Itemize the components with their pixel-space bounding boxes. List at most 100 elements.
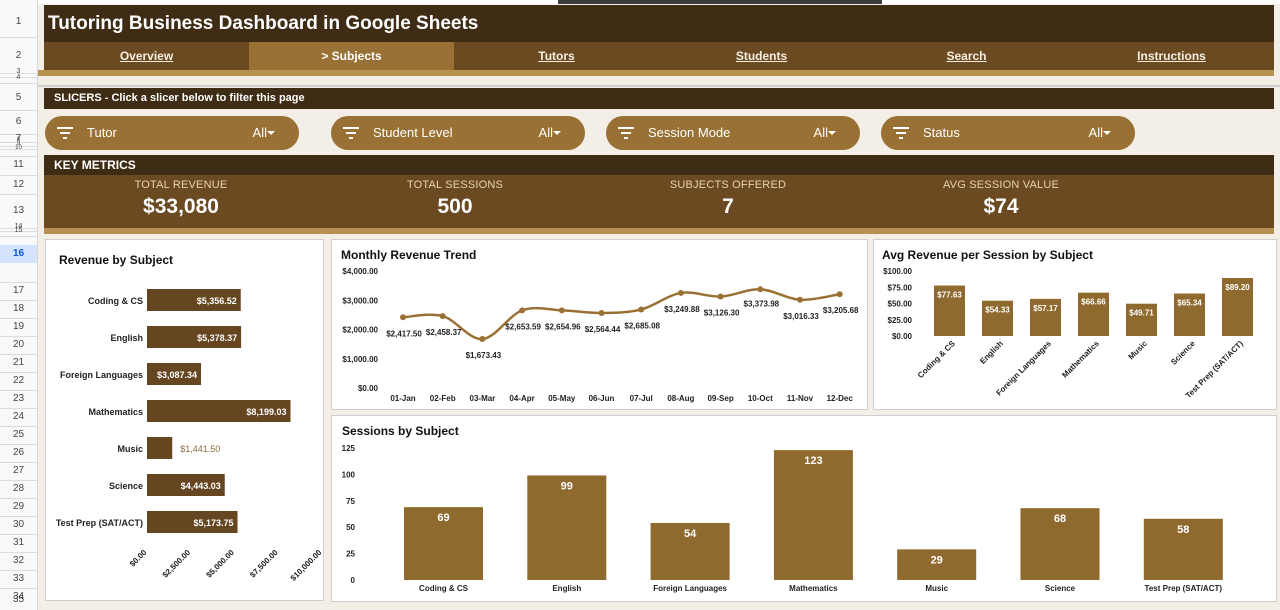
row-number[interactable]: 12 [12,179,25,190]
row-number[interactable]: 28 [12,483,25,494]
row-number[interactable]: 31 [12,537,25,548]
data-label: $65.34 [1177,299,1202,308]
row-number[interactable]: 11 [13,159,24,170]
y-tick-label: 25 [346,550,355,559]
tab-subjects[interactable]: > Subjects [249,42,454,70]
category-label: Science [1169,339,1197,367]
row-number[interactable]: 10 [15,145,22,151]
row-number[interactable]: 15 [14,227,23,234]
metric-total-revenue: TOTAL REVENUE $33,080 [44,175,318,219]
x-tick-label: 11-Nov [787,394,814,403]
bar [147,437,173,459]
row-number[interactable]: 1 [15,16,22,27]
tab-tutors[interactable]: Tutors [538,49,575,63]
bar [897,549,977,580]
data-label: $1,673.43 [466,351,502,360]
row-number[interactable]: 7 [15,133,22,144]
row-number[interactable]: 23 [12,393,25,404]
metric-value: $33,080 [143,195,219,218]
y-tick-label: $50.00 [888,300,913,309]
chart-monthly-revenue-trend[interactable]: Monthly Revenue Trend $0.00 $1,000.00 $2,0… [331,239,868,410]
data-label: $57.17 [1033,304,1058,313]
section-divider [38,85,1280,87]
nav-underline [38,70,1274,76]
sessions-by-subject-svg: 0 25 50 75 100 125 69 Coding & CS 99 English 54 For… [342,444,1223,593]
y-tick-label: $100.00 [883,267,912,276]
row-number[interactable]: 33 [12,573,25,584]
monthly-revenue-trend-svg: $0.00 $1,000.00 $2,000.00 $3,000.00 $4,000.0… [342,267,859,403]
tab-search[interactable]: Search [946,49,987,63]
slicer-value: All [252,125,267,140]
y-tick-label: 50 [346,523,355,532]
data-point [836,291,843,298]
tab-instructions[interactable]: Instructions [1137,49,1206,63]
category-label: Coding & CS [419,584,469,593]
bar [147,400,291,422]
x-tick-label: 12-Dec [827,394,854,403]
category-label: Music [925,584,948,593]
row-number[interactable]: 25 [12,429,25,440]
row-number[interactable]: 34 [12,591,25,602]
row-number[interactable]: 8 [16,137,21,143]
x-tick-label: 01-Jan [390,394,415,403]
row-number[interactable]: 24 [12,411,25,422]
category-label: Test Prep (SAT/ACT) [1145,584,1223,593]
data-point [677,289,684,296]
slicer-session-mode[interactable]: Session Mode All [606,116,860,150]
row-number[interactable]: 9 [16,141,21,147]
row-number[interactable]: 20 [12,339,25,350]
tab-overview[interactable]: Overview [119,49,174,63]
row-number[interactable]: 14 [14,223,23,230]
key-metrics-header: KEY METRICS [44,155,1274,175]
row-number[interactable]: 18 [12,303,25,314]
tab-students[interactable]: Students [735,49,788,63]
chart-revenue-by-subject[interactable]: Revenue by Subject Coding & CS $5,356.52 E… [45,239,324,601]
row-number[interactable]: 5 [15,92,22,103]
row-number[interactable]: 6 [15,116,22,127]
row-number[interactable]: 35 [12,594,25,605]
row-number[interactable]: 13 [12,205,25,216]
metric-avg-session-value: AVG SESSION VALUE $74 [864,175,1138,219]
data-label: $3,087.34 [157,370,197,380]
y-tick-label: $0.00 [358,384,379,393]
metric-label: AVG SESSION VALUE [942,179,1060,191]
bar [1174,293,1205,336]
row-number[interactable]: 29 [12,501,25,512]
row-number[interactable]: 21 [12,357,25,368]
row-number[interactable]: 22 [12,375,25,386]
chart-title: Monthly Revenue Trend [341,248,477,262]
category-label: Foreign Languages [994,339,1053,398]
bar [1126,303,1157,336]
row-number[interactable]: 3 [16,68,21,75]
category-label: English [552,584,581,593]
slicer-status[interactable]: Status All [881,116,1135,150]
row-number[interactable]: 26 [12,447,25,458]
x-tick-label: 08-Aug [667,394,694,403]
chart-title: Avg Revenue per Session by Subject [882,248,1093,262]
row-number[interactable]: 32 [12,555,25,566]
category-label: Music [1127,339,1150,362]
row-number[interactable]: 27 [12,465,25,476]
bar [147,511,238,533]
slicer-value: All [813,125,828,140]
row-number[interactable]: 19 [12,321,25,332]
row-number[interactable]: 4 [16,74,21,81]
metric-total-sessions: TOTAL SESSIONS 500 [318,175,592,219]
row-number[interactable]: 16 [0,245,37,263]
data-label: 99 [561,480,573,492]
slicer-student-level[interactable]: Student Level All [331,116,585,150]
row-number[interactable]: 17 [12,285,25,296]
row-number[interactable]: 2 [15,50,22,61]
category-label: Music [117,444,143,454]
metric-value: 7 [722,195,734,218]
slicer-tutor[interactable]: Tutor All [45,116,299,150]
data-label: $77.63 [937,291,962,300]
chart-sessions-by-subject[interactable]: Sessions by Subject 0 25 50 75 100 125 69 Codin… [331,415,1277,602]
row-number[interactable]: 30 [12,519,25,530]
data-label: $54.33 [985,306,1010,315]
bar [773,450,853,580]
data-point [638,306,645,313]
chart-avg-revenue-per-session[interactable]: Avg Revenue per Session by Subject $0.00… [873,239,1277,410]
data-point [519,307,526,314]
metric-label: TOTAL REVENUE [134,179,228,191]
